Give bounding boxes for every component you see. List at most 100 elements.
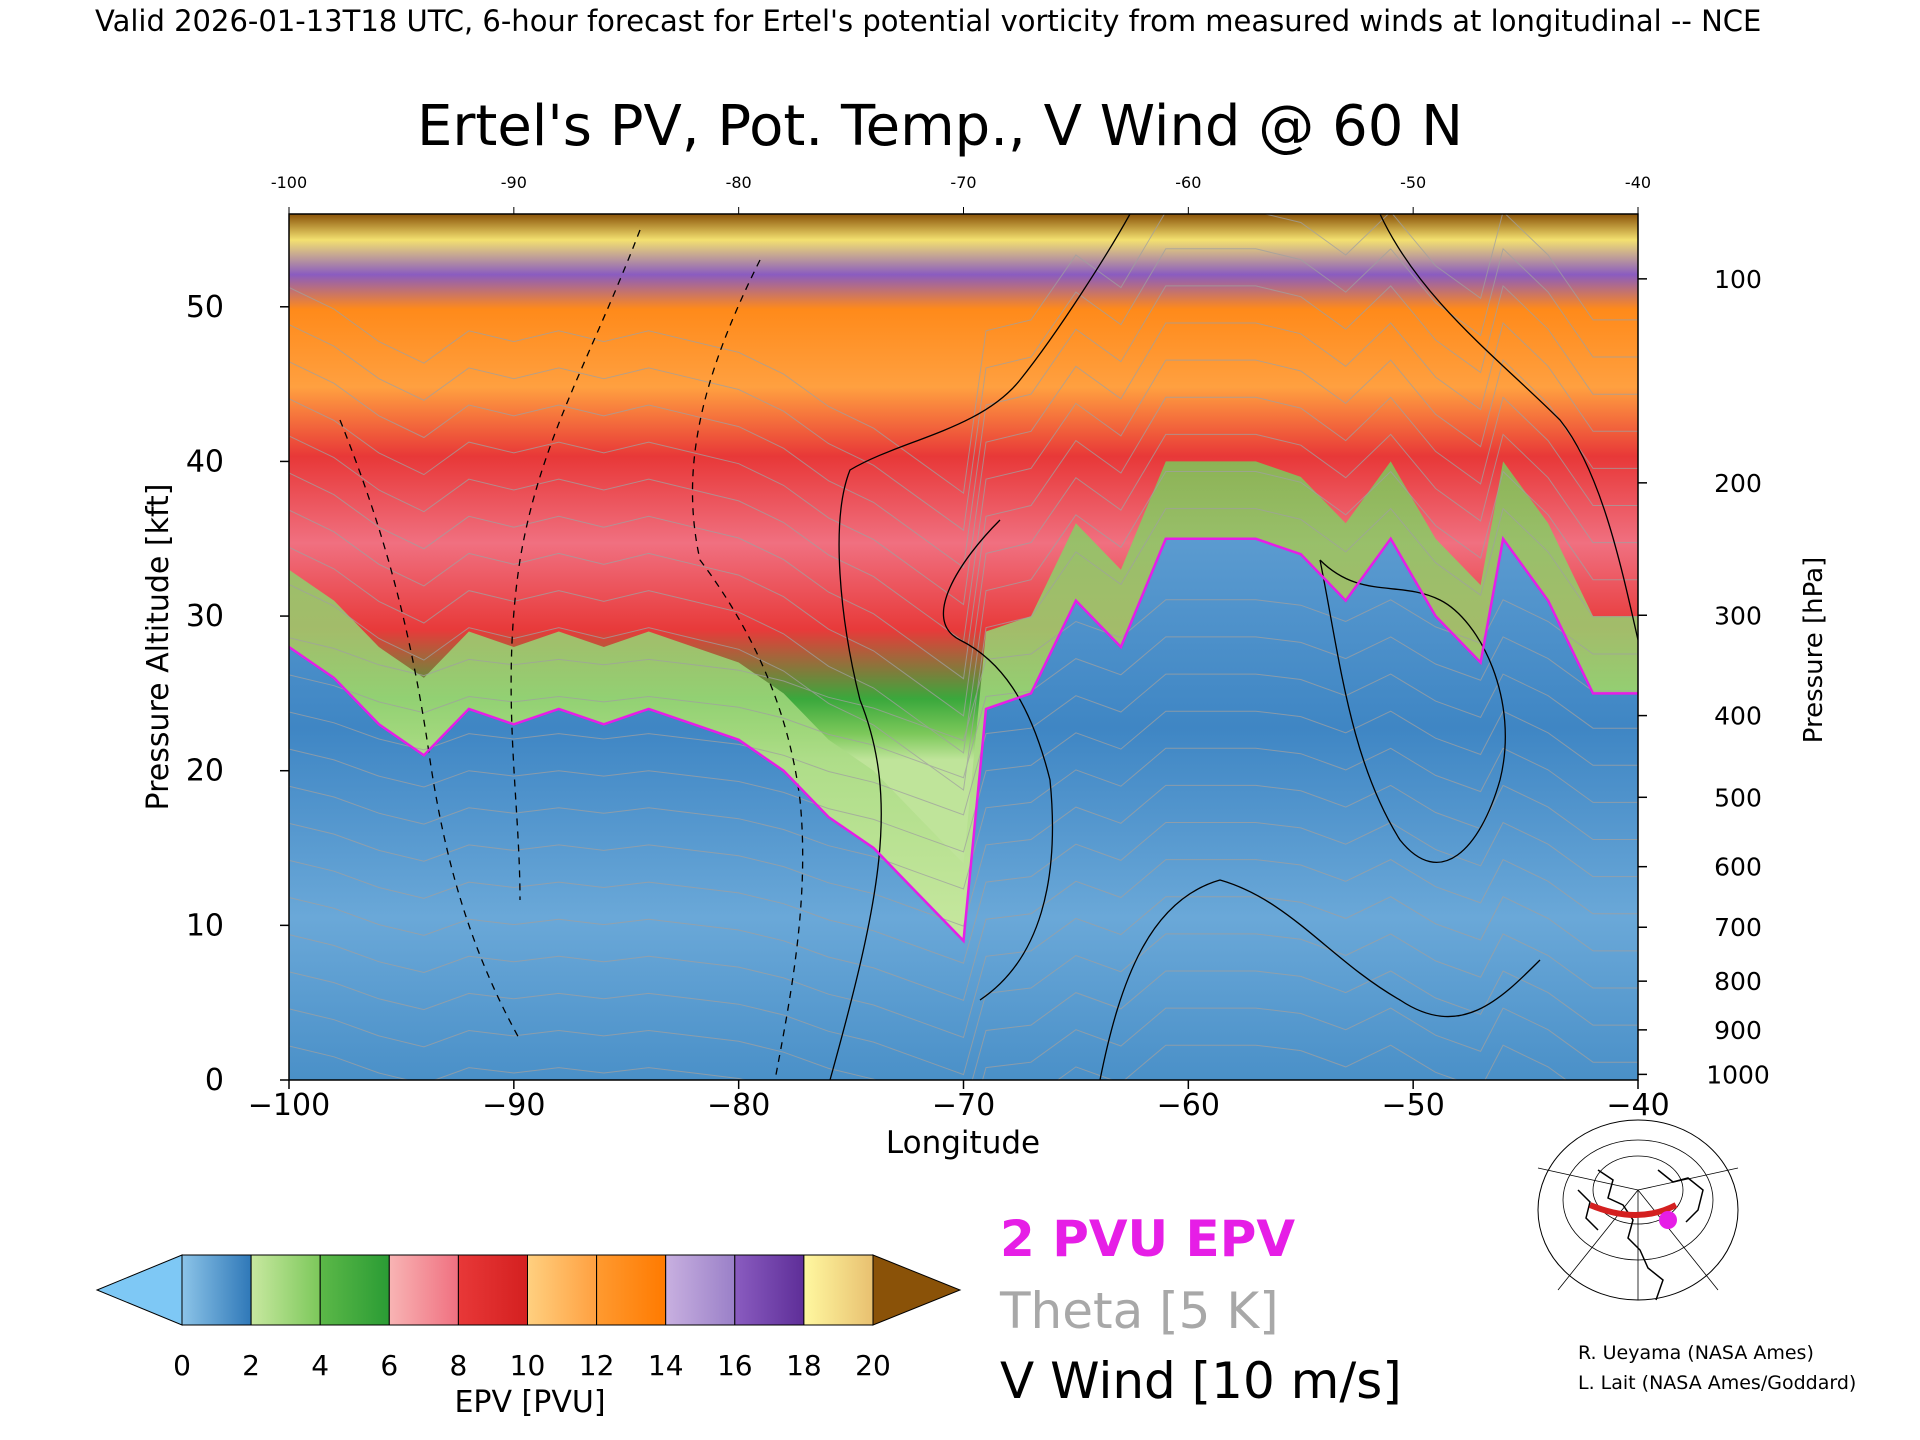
- theta-isentrope: [1056, 1044, 1568, 1080]
- colorbar-band: [527, 1254, 598, 1326]
- theta-isentrope: [289, 214, 1638, 494]
- theta-isentrope: [289, 636, 1638, 779]
- y-tick-label: 20: [186, 754, 224, 789]
- theta-isentrope: [289, 673, 1638, 816]
- colorbar-tick-label: 6: [380, 1349, 398, 1382]
- map-cross-section-track: [1588, 1202, 1678, 1218]
- colorbar-band: [665, 1254, 736, 1326]
- theta-isentrope: [289, 247, 1638, 532]
- map-location-marker: [1659, 1211, 1677, 1229]
- legend-epv-contour: 2 PVU EPV: [1000, 1210, 1296, 1268]
- colorbar-tick-label: 14: [648, 1349, 684, 1382]
- y-tick-label: 50: [186, 290, 224, 325]
- top-tick-label: -60: [1175, 173, 1201, 192]
- colorbar-tick-label: 12: [579, 1349, 615, 1382]
- pressure-tick-label: 700: [1714, 913, 1762, 942]
- colorbar-band: [803, 1254, 874, 1326]
- altitude-ticks: 0 10 20 30 40 50: [186, 290, 289, 1098]
- theta-isentropes: [289, 214, 1638, 1080]
- colorbar-band: [250, 1254, 321, 1326]
- pressure-tick-label: 200: [1714, 469, 1762, 498]
- theta-isentrope: [289, 470, 1638, 754]
- theta-isentrope: [289, 359, 1638, 643]
- v-wind-contour-ring: [1319, 559, 1506, 863]
- top-longitude-ticks: -100 -90 -80 -70 -60 -50 -40: [271, 173, 1651, 214]
- y-tick-label: 0: [205, 1063, 224, 1098]
- theta-isentrope: [289, 747, 1638, 890]
- colorbar-tick-label: 18: [786, 1349, 822, 1382]
- colorbar-tick-label: 4: [311, 1349, 329, 1382]
- v-wind-contour-dash-east: [691, 259, 804, 1080]
- colorbar-band: [734, 1254, 805, 1326]
- colorbar-band: [388, 1254, 459, 1326]
- legend-theta: Theta [5 K]: [1000, 1282, 1279, 1340]
- colorbar-tick-label: 0: [173, 1349, 191, 1382]
- pressure-tick-label: 1000: [1706, 1060, 1770, 1089]
- colorbar-label: EPV [PVU]: [454, 1385, 605, 1420]
- colorbar: 0 2 4 6 8 10 12 14 16 18 20: [95, 1254, 962, 1382]
- v-wind-contour-minus10: [510, 229, 641, 901]
- colorbar-under-arrow: [95, 1254, 183, 1326]
- y-tick-label: 40: [186, 444, 224, 479]
- x-tick-label: −60: [1157, 1088, 1220, 1123]
- chart-title: Ertel's PV, Pot. Temp., V Wind @ 60 N: [417, 94, 1463, 159]
- v-wind-contour-zero-west: [339, 419, 521, 1041]
- top-tick-label: -90: [501, 173, 527, 192]
- map-inset: [1537, 1119, 1739, 1301]
- x-tick-label: −100: [248, 1088, 330, 1123]
- theta-isentrope: [289, 784, 1638, 927]
- y-tick-label: 10: [186, 908, 224, 943]
- colorbar-over-arrow: [872, 1254, 962, 1326]
- theta-isentrope: [289, 433, 1638, 717]
- pressure-tick-label: 100: [1714, 265, 1762, 294]
- colorbar-tick-label: 8: [449, 1349, 467, 1382]
- theta-isentrope: [289, 396, 1638, 680]
- theta-isentrope: [289, 322, 1638, 606]
- theta-isentrope: [289, 507, 1638, 791]
- top-tick-label: -40: [1625, 173, 1651, 192]
- x-tick-label: −90: [482, 1088, 545, 1123]
- theta-isentrope: [289, 710, 1638, 853]
- theta-isentrope: [289, 970, 1638, 1080]
- theta-isentrope: [289, 1007, 1638, 1080]
- bottom-longitude-ticks: −100 −90 −80 −70 −60 −50 −40: [248, 1080, 1670, 1123]
- theta-isentrope: [289, 821, 1638, 964]
- top-tick-label: -50: [1400, 173, 1426, 192]
- credit-line-2: L. Lait (NASA Ames/Goddard): [1578, 1372, 1857, 1394]
- pressure-tick-label: 900: [1714, 1016, 1762, 1045]
- x-axis-label: Longitude: [886, 1125, 1040, 1161]
- v-wind-contour-northeast: [1379, 214, 1638, 641]
- pressure-tick-label: 800: [1714, 967, 1762, 996]
- colorbar-band: [457, 1254, 528, 1326]
- pressure-tick-label: 600: [1714, 853, 1762, 882]
- y2-axis-label: Pressure [hPa]: [1799, 557, 1829, 744]
- legend-v-wind: V Wind [10 m/s]: [1000, 1352, 1402, 1410]
- top-tick-label: -70: [950, 173, 976, 192]
- epv-2pvu-contour: [289, 535, 1638, 944]
- x-tick-label: −40: [1606, 1088, 1669, 1123]
- pressure-ticks: 1000 900 800 700 600 500 400 300 200 100: [1638, 265, 1770, 1089]
- credits: R. Ueyama (NASA Ames) L. Lait (NASA Ames…: [1578, 1338, 1856, 1398]
- credit-line-1: R. Ueyama (NASA Ames): [1578, 1342, 1814, 1364]
- map-coastlines: [1577, 1169, 1704, 1301]
- colorbar-tick-label: 20: [855, 1349, 891, 1382]
- y-axis-label: Pressure Altitude [kft]: [141, 484, 176, 811]
- y-tick-label: 30: [186, 599, 224, 634]
- colorbar-band: [181, 1254, 252, 1326]
- theta-isentrope: [289, 933, 1638, 1076]
- v-wind-contour-zero-center: [829, 214, 1131, 1080]
- pressure-tick-label: 500: [1714, 783, 1762, 812]
- theta-isentrope: [289, 284, 1638, 569]
- troposphere-field: [289, 538, 1638, 1080]
- top-tick-label: -80: [726, 173, 752, 192]
- pressure-tick-label: 400: [1714, 702, 1762, 731]
- colorbar-band: [319, 1254, 390, 1326]
- colorbar-tick-label: 10: [510, 1349, 546, 1382]
- top-tick-label: -100: [271, 173, 307, 192]
- colorbar-band: [596, 1254, 667, 1326]
- theta-isentrope: [289, 599, 1638, 742]
- x-tick-label: −70: [932, 1088, 995, 1123]
- colorbar-tick-label: 2: [242, 1349, 260, 1382]
- colorbar-tick-label: 16: [717, 1349, 753, 1382]
